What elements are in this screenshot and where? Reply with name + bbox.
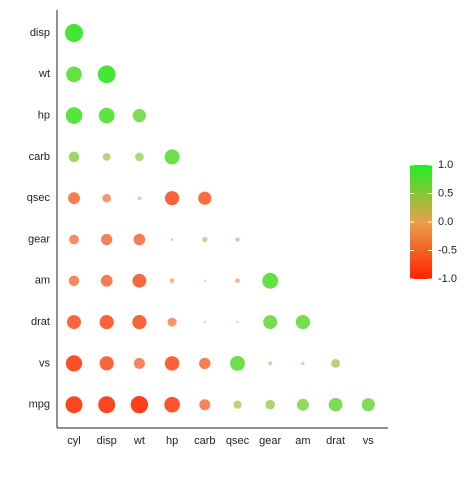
y-tick-label: carb xyxy=(29,151,50,163)
correlation-dot xyxy=(65,24,83,42)
x-tick-label: vs xyxy=(363,435,375,447)
correlation-dot xyxy=(99,315,114,330)
correlation-dot xyxy=(265,399,276,410)
correlation-dot xyxy=(262,272,279,289)
correlation-dot xyxy=(102,153,111,161)
correlation-dot xyxy=(135,152,144,162)
colorbar-label: -1.0 xyxy=(438,273,457,285)
correlation-dot xyxy=(202,236,208,243)
correlation-dot xyxy=(301,361,305,366)
correlation-dot xyxy=(65,396,83,414)
y-tick-label: wt xyxy=(38,68,50,80)
y-tick-label: vs xyxy=(39,357,51,369)
colorbar-label: -0.5 xyxy=(438,244,457,256)
y-tick-label: hp xyxy=(38,110,50,122)
correlation-dot xyxy=(203,320,206,324)
correlation-dot xyxy=(66,66,82,83)
correlation-dot xyxy=(164,149,180,165)
correlation-dot xyxy=(295,315,310,330)
correlation-dot xyxy=(68,151,80,163)
correlation-dot xyxy=(97,65,116,84)
correlation-dot xyxy=(235,278,240,284)
correlation-dot xyxy=(233,400,242,409)
correlation-dot xyxy=(99,356,114,371)
correlation-dot xyxy=(165,191,180,206)
correlation-dot xyxy=(164,356,180,371)
y-tick-label: am xyxy=(35,275,50,287)
x-tick-label: am xyxy=(295,435,310,447)
correlation-dot xyxy=(199,399,211,411)
correlation-dot xyxy=(296,398,309,411)
correlation-dot xyxy=(328,397,343,412)
correlation-dot xyxy=(235,237,240,242)
y-tick-label: disp xyxy=(30,27,50,39)
x-tick-label: disp xyxy=(97,435,117,447)
correlation-dot xyxy=(65,355,83,372)
correlation-dot xyxy=(132,109,146,123)
correlation-dot xyxy=(198,191,212,205)
correlation-dot xyxy=(268,361,273,366)
correlation-dot xyxy=(68,192,80,205)
correlation-dot xyxy=(98,396,116,414)
correlation-dot xyxy=(132,315,147,330)
y-tick-label: mpg xyxy=(29,399,50,411)
correlation-dot xyxy=(164,396,180,413)
correlation-dot xyxy=(230,356,245,371)
correlation-dot xyxy=(203,279,206,282)
correlation-dot xyxy=(132,273,147,288)
correlation-dot xyxy=(130,396,149,414)
correlation-dot xyxy=(236,320,239,324)
y-tick-label: gear xyxy=(28,233,50,245)
correlation-dot xyxy=(100,274,113,287)
correlation-dot xyxy=(170,238,174,241)
x-tick-label: hp xyxy=(166,435,178,447)
x-tick-label: qsec xyxy=(226,435,250,447)
correlation-dot xyxy=(169,278,175,284)
y-tick-label: qsec xyxy=(27,192,51,204)
colorbar-label: 1.0 xyxy=(438,159,453,171)
correlation-dot xyxy=(69,234,79,245)
correlation-dot xyxy=(101,233,113,246)
colorbar-label: 0.5 xyxy=(438,187,453,199)
colorbar-label: 0.0 xyxy=(438,216,453,228)
correlation-dot xyxy=(137,196,142,200)
x-tick-label: drat xyxy=(326,435,345,447)
correlation-dot xyxy=(68,275,80,286)
correlation-dot xyxy=(361,398,375,412)
correlation-dot xyxy=(263,315,278,330)
x-tick-label: gear xyxy=(259,435,281,447)
x-tick-label: cyl xyxy=(67,435,80,447)
correlation-dot xyxy=(67,315,81,330)
x-tick-label: wt xyxy=(133,435,145,447)
colorbar xyxy=(410,165,432,279)
correlation-dot xyxy=(167,317,177,327)
correlation-dot xyxy=(98,107,115,124)
correlation-dot xyxy=(331,359,340,368)
x-tick-label: carb xyxy=(194,435,215,447)
y-tick-label: drat xyxy=(31,316,50,328)
correlation-dot xyxy=(199,357,211,370)
correlation-dot xyxy=(133,357,145,369)
correlation-dot xyxy=(65,107,83,124)
correlation-dot xyxy=(133,233,146,246)
correlation-dot xyxy=(102,193,111,203)
